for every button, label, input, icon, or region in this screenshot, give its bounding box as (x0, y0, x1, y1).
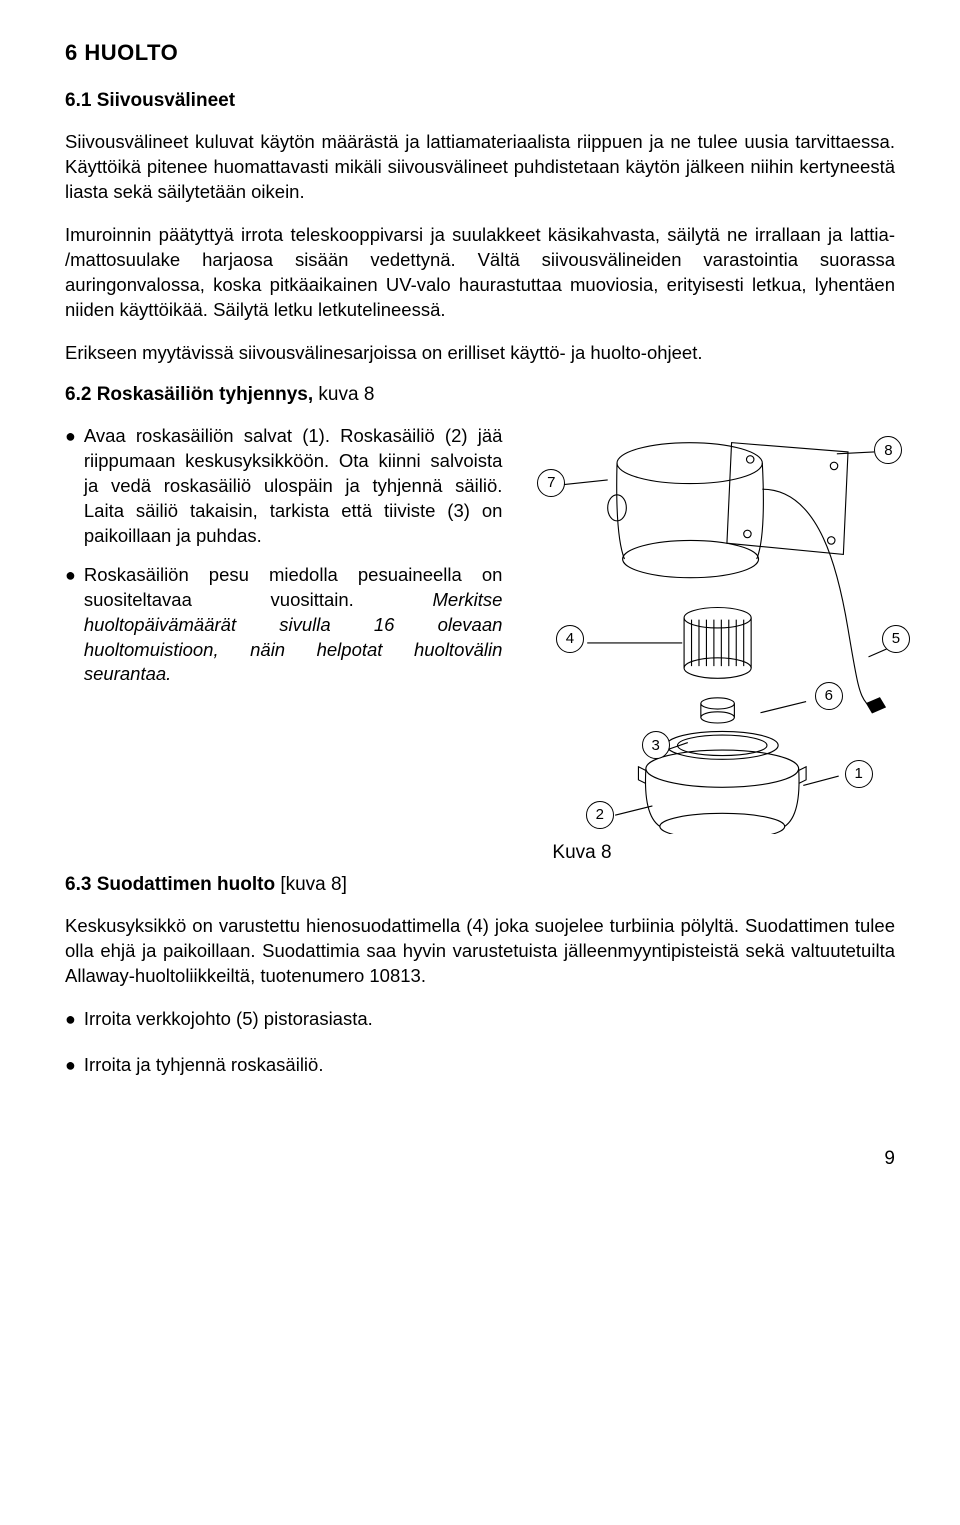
para-6-1-2: Imuroinnin päätyttyä irrota teleskooppiv… (65, 223, 895, 323)
bullet-dot-icon: ● (65, 1053, 76, 1077)
section-6-2-row: ● Avaa roskasäiliön salvat (1). Roskasäi… (65, 424, 895, 864)
callout-2: 2 (586, 801, 614, 829)
page-number: 9 (65, 1148, 895, 1170)
heading-6-2-wrap: 6.2 Roskasäiliön tyhjennys, kuva 8 (65, 384, 895, 406)
callout-3: 3 (642, 731, 670, 759)
callout-4: 4 (556, 625, 584, 653)
figure-8-caption: Kuva 8 (552, 842, 895, 864)
callout-5: 5 (882, 625, 910, 653)
bullet-6-3-1: ● Irroita verkkojohto (5) pistorasiasta. (65, 1007, 895, 1032)
callout-8: 8 (874, 436, 902, 464)
bullet-6-3-1-text: Irroita verkkojohto (5) pistorasiasta. (84, 1007, 373, 1032)
figure-8-column: 7 8 4 5 6 3 1 2 Kuva 8 (522, 424, 895, 864)
bullet-dot-icon: ● (65, 1007, 76, 1031)
bullet-6-2-2: ● Roskasäiliön pesu miedolla pesuaineell… (65, 563, 502, 688)
bullet-dot-icon: ● (65, 424, 76, 448)
heading-6-1: 6.1 Siivousvälineet (65, 90, 895, 112)
section-6-2-text: ● Avaa roskasäiliön salvat (1). Roskasäi… (65, 424, 502, 702)
bullet-dot-icon: ● (65, 563, 76, 587)
callout-6: 6 (815, 682, 843, 710)
bullet-6-2-1-text: Avaa roskasäiliön salvat (1). Roskasäili… (84, 424, 503, 549)
para-6-3-1: Keskusyksikkö on varustettu hienosuodatt… (65, 914, 895, 989)
bullet-6-2-2-text: Roskasäiliön pesu miedolla pesuaineella … (84, 563, 503, 688)
para-6-1-1: Siivousvälineet kuluvat käytön määrästä … (65, 130, 895, 205)
heading-main: 6 HUOLTO (65, 40, 895, 66)
bullet-6-2-1: ● Avaa roskasäiliön salvat (1). Roskasäi… (65, 424, 502, 549)
figure-8: 7 8 4 5 6 3 1 2 (522, 424, 895, 834)
callout-7: 7 (537, 469, 565, 497)
heading-6-2-suffix: kuva 8 (313, 384, 374, 405)
heading-6-3-wrap: 6.3 Suodattimen huolto [kuva 8] (65, 874, 895, 896)
bullet-6-3-2-text: Irroita ja tyhjennä roskasäiliö. (84, 1053, 324, 1078)
callout-1: 1 (845, 760, 873, 788)
heading-6-3-suffix: [kuva 8] (275, 874, 347, 895)
heading-6-3-bold: 6.3 Suodattimen huolto (65, 874, 275, 895)
bullet-6-3-2: ● Irroita ja tyhjennä roskasäiliö. (65, 1053, 895, 1078)
heading-6-2-bold: 6.2 Roskasäiliön tyhjennys, (65, 384, 313, 405)
para-6-1-3: Erikseen myytävissä siivousvälinesarjois… (65, 341, 895, 366)
